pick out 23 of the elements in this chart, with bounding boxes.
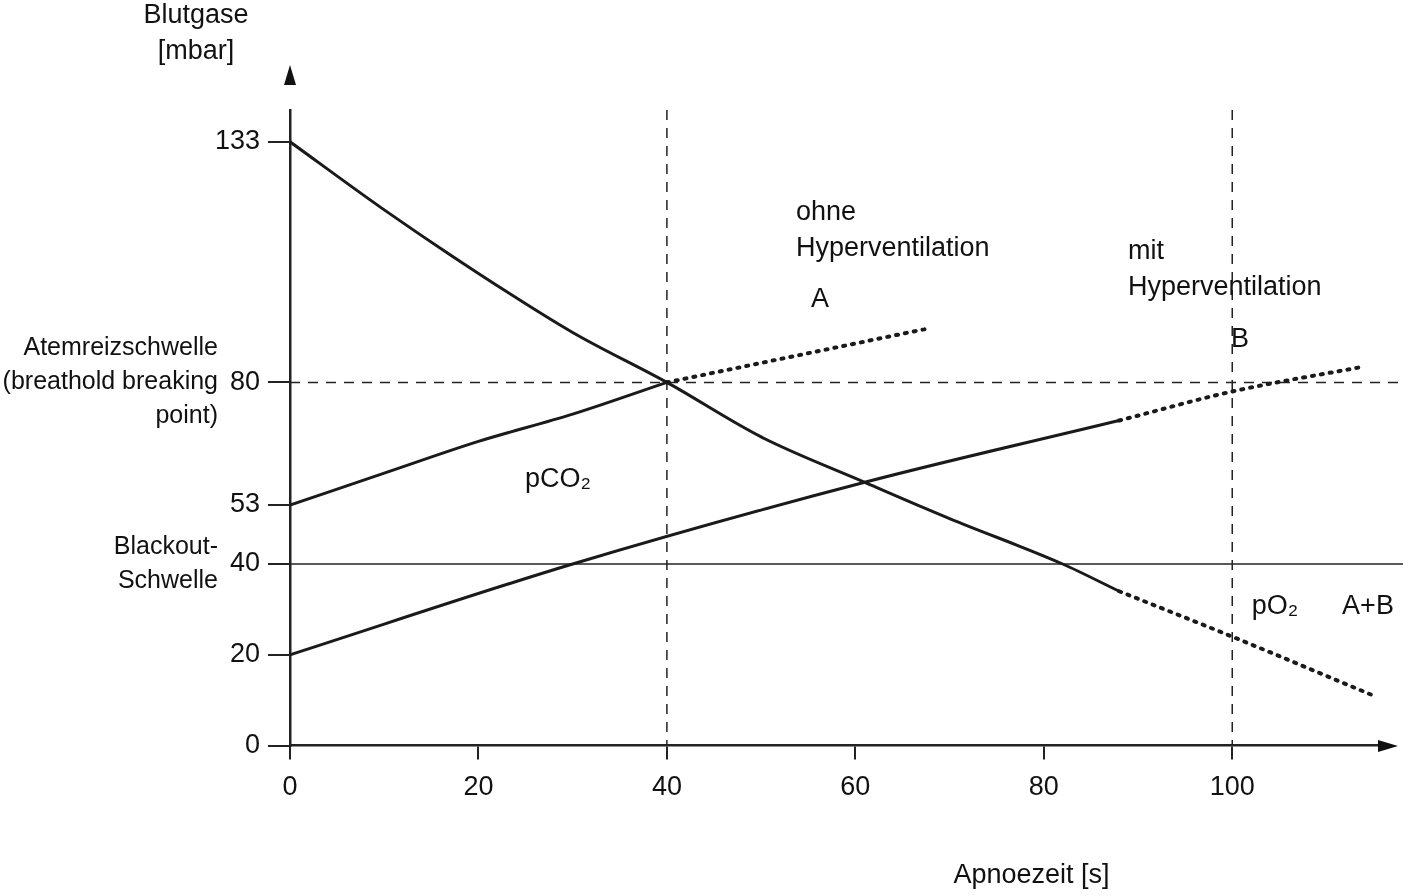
ref-line-label: Blackout- Schwelle [113, 530, 218, 593]
ref-line-label: Atemreizschwelle (breathold breaking point) [2, 332, 218, 429]
y-tick-label: 20 [229, 638, 260, 669]
x-tick-label: 40 [651, 771, 682, 802]
x-tick-label: 80 [1028, 771, 1059, 802]
y-tick-label: 40 [229, 547, 260, 578]
x-tick-label: 60 [840, 771, 871, 802]
annotation: pO₂ [1251, 590, 1299, 621]
y-axis-title: Blutgase [mbar] [143, 0, 249, 66]
annotation: mit Hyperventilation [1128, 235, 1322, 302]
y-tick-label: 53 [229, 488, 260, 519]
x-tick-label: 0 [282, 771, 298, 802]
x-axis-title: Apnoezeit [s] [953, 859, 1110, 890]
annotation: B [1230, 323, 1250, 354]
annotation: A [810, 283, 830, 314]
annotation: A+B [1342, 590, 1394, 621]
y-tick-label: 0 [244, 729, 260, 760]
y-tick-label: 80 [229, 365, 260, 396]
y-tick-label: 133 [214, 125, 260, 156]
annotation: ohne Hyperventilation [796, 196, 990, 263]
x-tick-label: 20 [463, 771, 494, 802]
x-tick-label: 100 [1209, 771, 1255, 802]
annotation: pCO₂ [525, 463, 591, 494]
